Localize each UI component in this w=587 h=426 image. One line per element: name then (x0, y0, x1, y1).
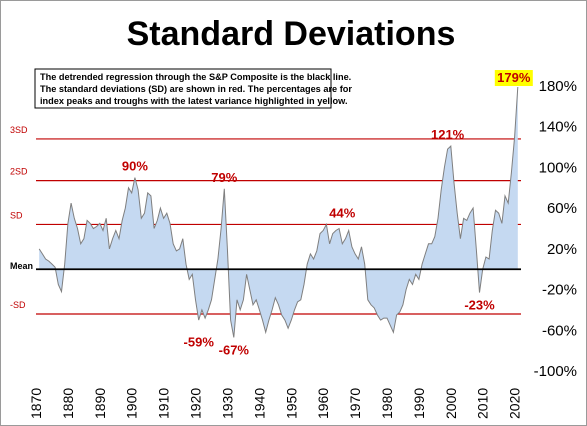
x-axis-ticks: 1870 1880 1890 1900 1910 1920 1930 1940 1950 1960… (28, 388, 523, 419)
note-box-border (34, 68, 332, 109)
x-tick-label: 1900 (124, 388, 140, 419)
sd-label: SD (10, 210, 23, 220)
sd-label: 2SD (10, 167, 28, 177)
x-tick-label: 2020 (507, 388, 523, 419)
x-tick-label: 2000 (443, 388, 459, 419)
y-tick-label: -100% (534, 363, 577, 380)
sd-labels: 3SD 2SD SD Mean -SD (10, 125, 33, 310)
plot-area (38, 86, 519, 338)
annotation-label: 179% (497, 70, 531, 85)
annotation-label: -23% (464, 298, 495, 313)
x-tick-label: 1940 (251, 388, 267, 419)
sd-label: 3SD (10, 125, 28, 135)
sd-lines (36, 138, 521, 315)
annotation-label: -59% (184, 334, 215, 349)
y-tick-label: 60% (547, 200, 577, 217)
annotation-label: 90% (122, 159, 148, 174)
x-tick-label: 1970 (347, 388, 363, 419)
y-tick-label: 180% (539, 78, 577, 95)
area-fill (39, 87, 518, 338)
annotation-label: 121% (431, 127, 465, 142)
x-tick-label: 2010 (475, 388, 491, 419)
y-axis-ticks: 180% 140% 100% 60% 20% -20% -60% -100% (534, 78, 577, 380)
annotations: 90% 79% 44% 121% -59% -67% -23% 179% (122, 70, 533, 357)
x-tick-label: 1890 (92, 388, 108, 419)
note-box: The detrended regression through the S&P… (34, 68, 352, 109)
latest-highlight (494, 70, 533, 87)
x-tick-label: 1930 (219, 388, 235, 419)
annotation-label: -67% (219, 342, 250, 357)
x-tick-label: 1980 (379, 388, 395, 419)
x-tick-label: 1950 (283, 388, 299, 419)
annotation-label: 44% (329, 205, 355, 220)
note-line-2: The standard deviations (SD) are shown i… (40, 84, 352, 94)
y-tick-label: -60% (542, 322, 577, 339)
annotation-label: 79% (211, 170, 237, 185)
x-tick-label: 1960 (315, 388, 331, 419)
sd-label: -SD (10, 300, 26, 310)
chart-title: Standard Deviations (127, 15, 456, 53)
y-tick-label: 140% (539, 119, 577, 136)
series-line (38, 86, 519, 338)
note-line-1: The detrended regression through the S&P… (40, 72, 351, 82)
y-tick-label: 20% (547, 241, 577, 258)
y-tick-label: 100% (539, 159, 577, 176)
x-tick-label: 1920 (188, 388, 204, 419)
mean-label: Mean (10, 261, 33, 271)
x-tick-label: 1990 (411, 388, 427, 419)
y-tick-label: -20% (542, 282, 577, 299)
x-tick-label: 1910 (156, 388, 172, 419)
note-line-3: index peaks and troughs with the latest … (40, 96, 348, 106)
x-tick-label: 1870 (28, 388, 44, 419)
x-tick-label: 1880 (60, 388, 76, 419)
